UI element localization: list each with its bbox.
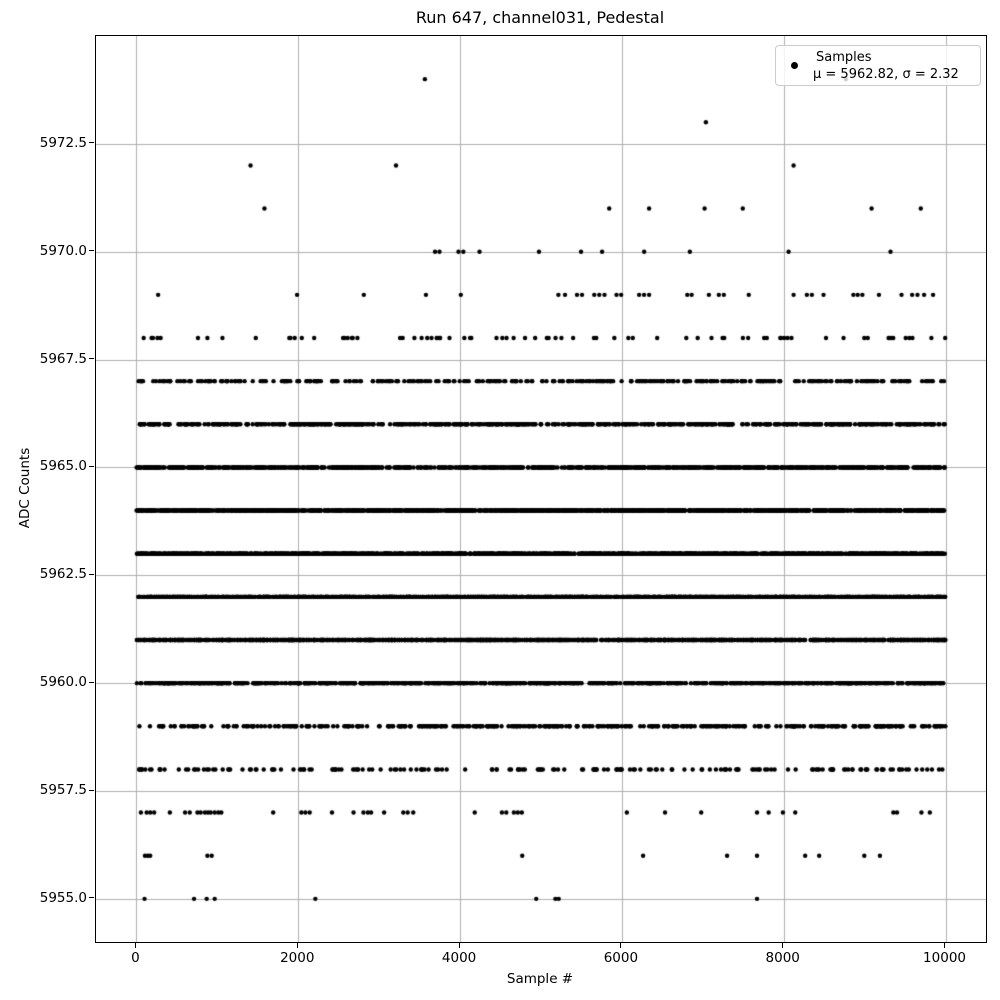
scatter-marker-icon <box>791 62 798 69</box>
y-tick-mark <box>89 142 94 144</box>
x-tick-mark <box>782 943 784 948</box>
legend-label-stats: μ = 5962.82, σ = 2.32 <box>813 66 959 82</box>
x-tick-label: 6000 <box>603 950 639 966</box>
y-tick-label: 5960.0 <box>39 674 87 691</box>
x-tick-mark <box>296 943 298 948</box>
x-tick-mark <box>458 943 460 948</box>
y-tick-label: 5955.0 <box>39 889 87 906</box>
legend-label-samples: Samples <box>816 49 872 65</box>
x-axis-label: Sample # <box>506 971 574 987</box>
y-tick-label: 5970.0 <box>39 242 87 259</box>
y-tick-label: 5965.0 <box>39 458 87 475</box>
y-tick-mark <box>89 250 94 252</box>
x-tick-label: 0 <box>131 950 140 966</box>
plot-area: Samples μ = 5962.82, σ = 2.32 <box>95 35 987 943</box>
y-tick-mark <box>89 897 94 899</box>
chart-title: Run 647, channel031, Pedestal <box>415 8 665 27</box>
x-tick-label: 10000 <box>923 950 966 966</box>
y-axis-label: ADC Counts <box>17 447 33 529</box>
legend-text: Samples μ = 5962.82, σ = 2.32 <box>813 49 959 83</box>
x-tick-mark <box>944 943 946 948</box>
legend: Samples μ = 5962.82, σ = 2.32 <box>775 45 981 86</box>
legend-marker-column <box>776 62 813 69</box>
y-tick-label: 5957.5 <box>39 782 87 798</box>
scatter-canvas <box>96 36 986 942</box>
y-tick-mark <box>89 465 94 467</box>
x-tick-label: 8000 <box>765 950 800 966</box>
y-tick-label: 5962.5 <box>39 566 87 583</box>
x-tick-mark <box>620 943 622 948</box>
y-tick-mark <box>89 573 94 575</box>
y-tick-mark <box>89 789 94 791</box>
x-tick-mark <box>134 943 136 948</box>
y-tick-mark <box>89 681 94 683</box>
y-tick-mark <box>89 358 94 360</box>
y-tick-label: 5972.5 <box>39 134 87 151</box>
y-tick-label: 5967.5 <box>39 350 87 367</box>
x-tick-label: 4000 <box>441 950 477 966</box>
x-tick-label: 2000 <box>280 950 315 966</box>
